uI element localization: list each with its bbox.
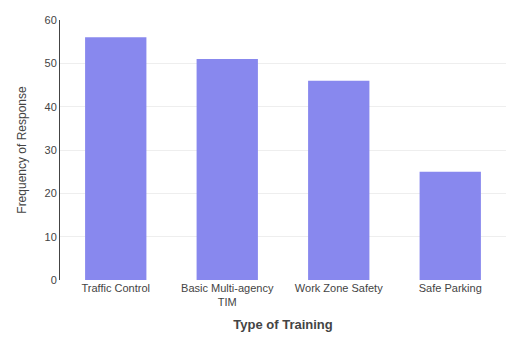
svg-text:Traffic Control: Traffic Control [82,282,150,294]
svg-text:20: 20 [45,187,57,199]
svg-text:40: 40 [45,101,57,113]
svg-text:Basic Multi-agencyTIM: Basic Multi-agencyTIM [181,282,274,308]
svg-text:Safe Parking: Safe Parking [419,282,482,294]
svg-text:60: 60 [45,14,57,26]
svg-text:50: 50 [45,57,57,69]
svg-text:Frequency of Response: Frequency of Response [15,86,29,214]
svg-text:30: 30 [45,144,57,156]
svg-text:0: 0 [51,274,57,286]
svg-text:10: 10 [45,231,57,243]
svg-text:Work Zone Safety: Work Zone Safety [295,282,383,294]
svg-text:Type of Training: Type of Training [233,317,332,332]
